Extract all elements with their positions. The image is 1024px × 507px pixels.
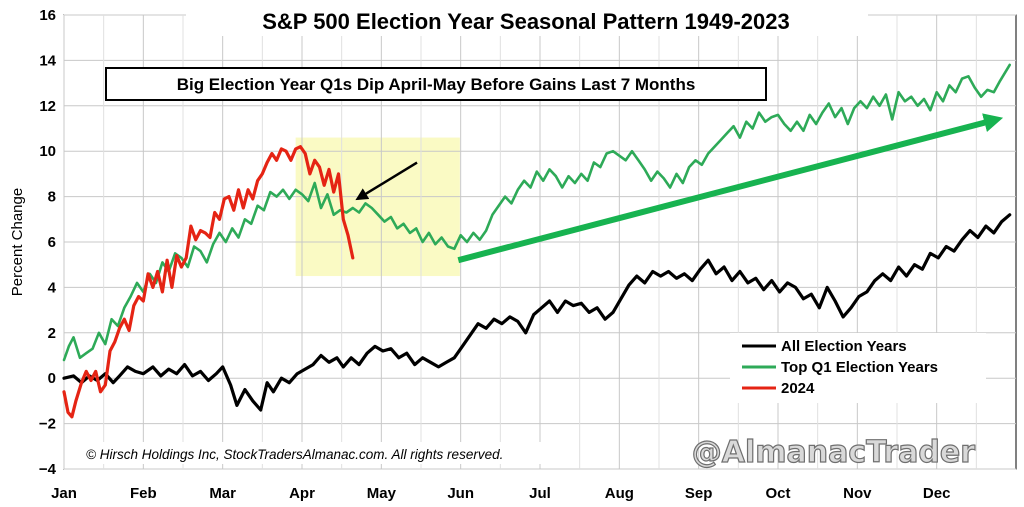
y-tick-label: 10 (39, 143, 56, 160)
annotation-box (105, 67, 767, 101)
y-tick-label: 0 (48, 370, 56, 387)
x-tick-label: Jun (447, 485, 474, 502)
legend: All Election Years Top Q1 Election Years… (730, 333, 986, 403)
y-tick-label: 12 (39, 98, 56, 115)
y-tick-label: 4 (48, 279, 57, 296)
annotation-text: Big Election Year Q1s Dip April-May Befo… (177, 75, 696, 94)
watermark: @AlmanacTrader (692, 435, 975, 470)
x-tick-label: Oct (765, 485, 790, 502)
x-tick-label: Feb (130, 485, 157, 502)
copyright-notice: © Hirsch Holdings Inc, StockTradersAlman… (86, 447, 503, 462)
series-layer (62, 63, 1012, 419)
copyright-background (82, 442, 574, 464)
series-line-top-q1-election-years (62, 63, 1012, 362)
highlight-region (295, 137, 460, 277)
y-tick-label: 6 (48, 234, 56, 251)
highlight-layer (295, 137, 460, 277)
y-axis-label: Percent Change (9, 188, 26, 296)
arrow-layer (355, 113, 1004, 264)
legend-label-top-q1-election-years: Top Q1 Election Years (781, 359, 938, 376)
y-tick-label: 2 (48, 325, 56, 342)
x-tick-label: Nov (843, 485, 872, 502)
x-tick-label: Sep (685, 485, 713, 502)
x-tick-label: Apr (289, 485, 315, 502)
trend-arrow (457, 113, 1004, 264)
legend-label-2024: 2024 (781, 380, 815, 397)
y-tick-label: −4 (39, 461, 57, 478)
series-line-all-election-years (62, 213, 1012, 412)
y-tick-label: 16 (39, 7, 56, 24)
legend-label-all-election-years: All Election Years (781, 338, 907, 355)
chart-title-background (186, 4, 868, 36)
x-tick-label: May (367, 485, 397, 502)
y-tick-label: 14 (39, 52, 56, 69)
x-tick-label: Aug (605, 485, 634, 502)
y-tick-label: 8 (48, 189, 56, 206)
x-tick-label: Jan (51, 485, 77, 502)
x-tick-label: Dec (923, 485, 951, 502)
axis-ticks: −4 −2 0 2 4 6 8 10 12 14 16 Jan Feb Mar Apr May Jun Jul Au… (39, 7, 951, 502)
x-tick-label: Mar (209, 485, 236, 502)
series-line-2024 (62, 145, 355, 419)
y-tick-label: −2 (39, 416, 56, 433)
chart-title: S&P 500 Election Year Seasonal Pattern 1… (262, 9, 790, 34)
x-tick-label: Jul (529, 485, 551, 502)
annotation-arrow (355, 161, 418, 201)
